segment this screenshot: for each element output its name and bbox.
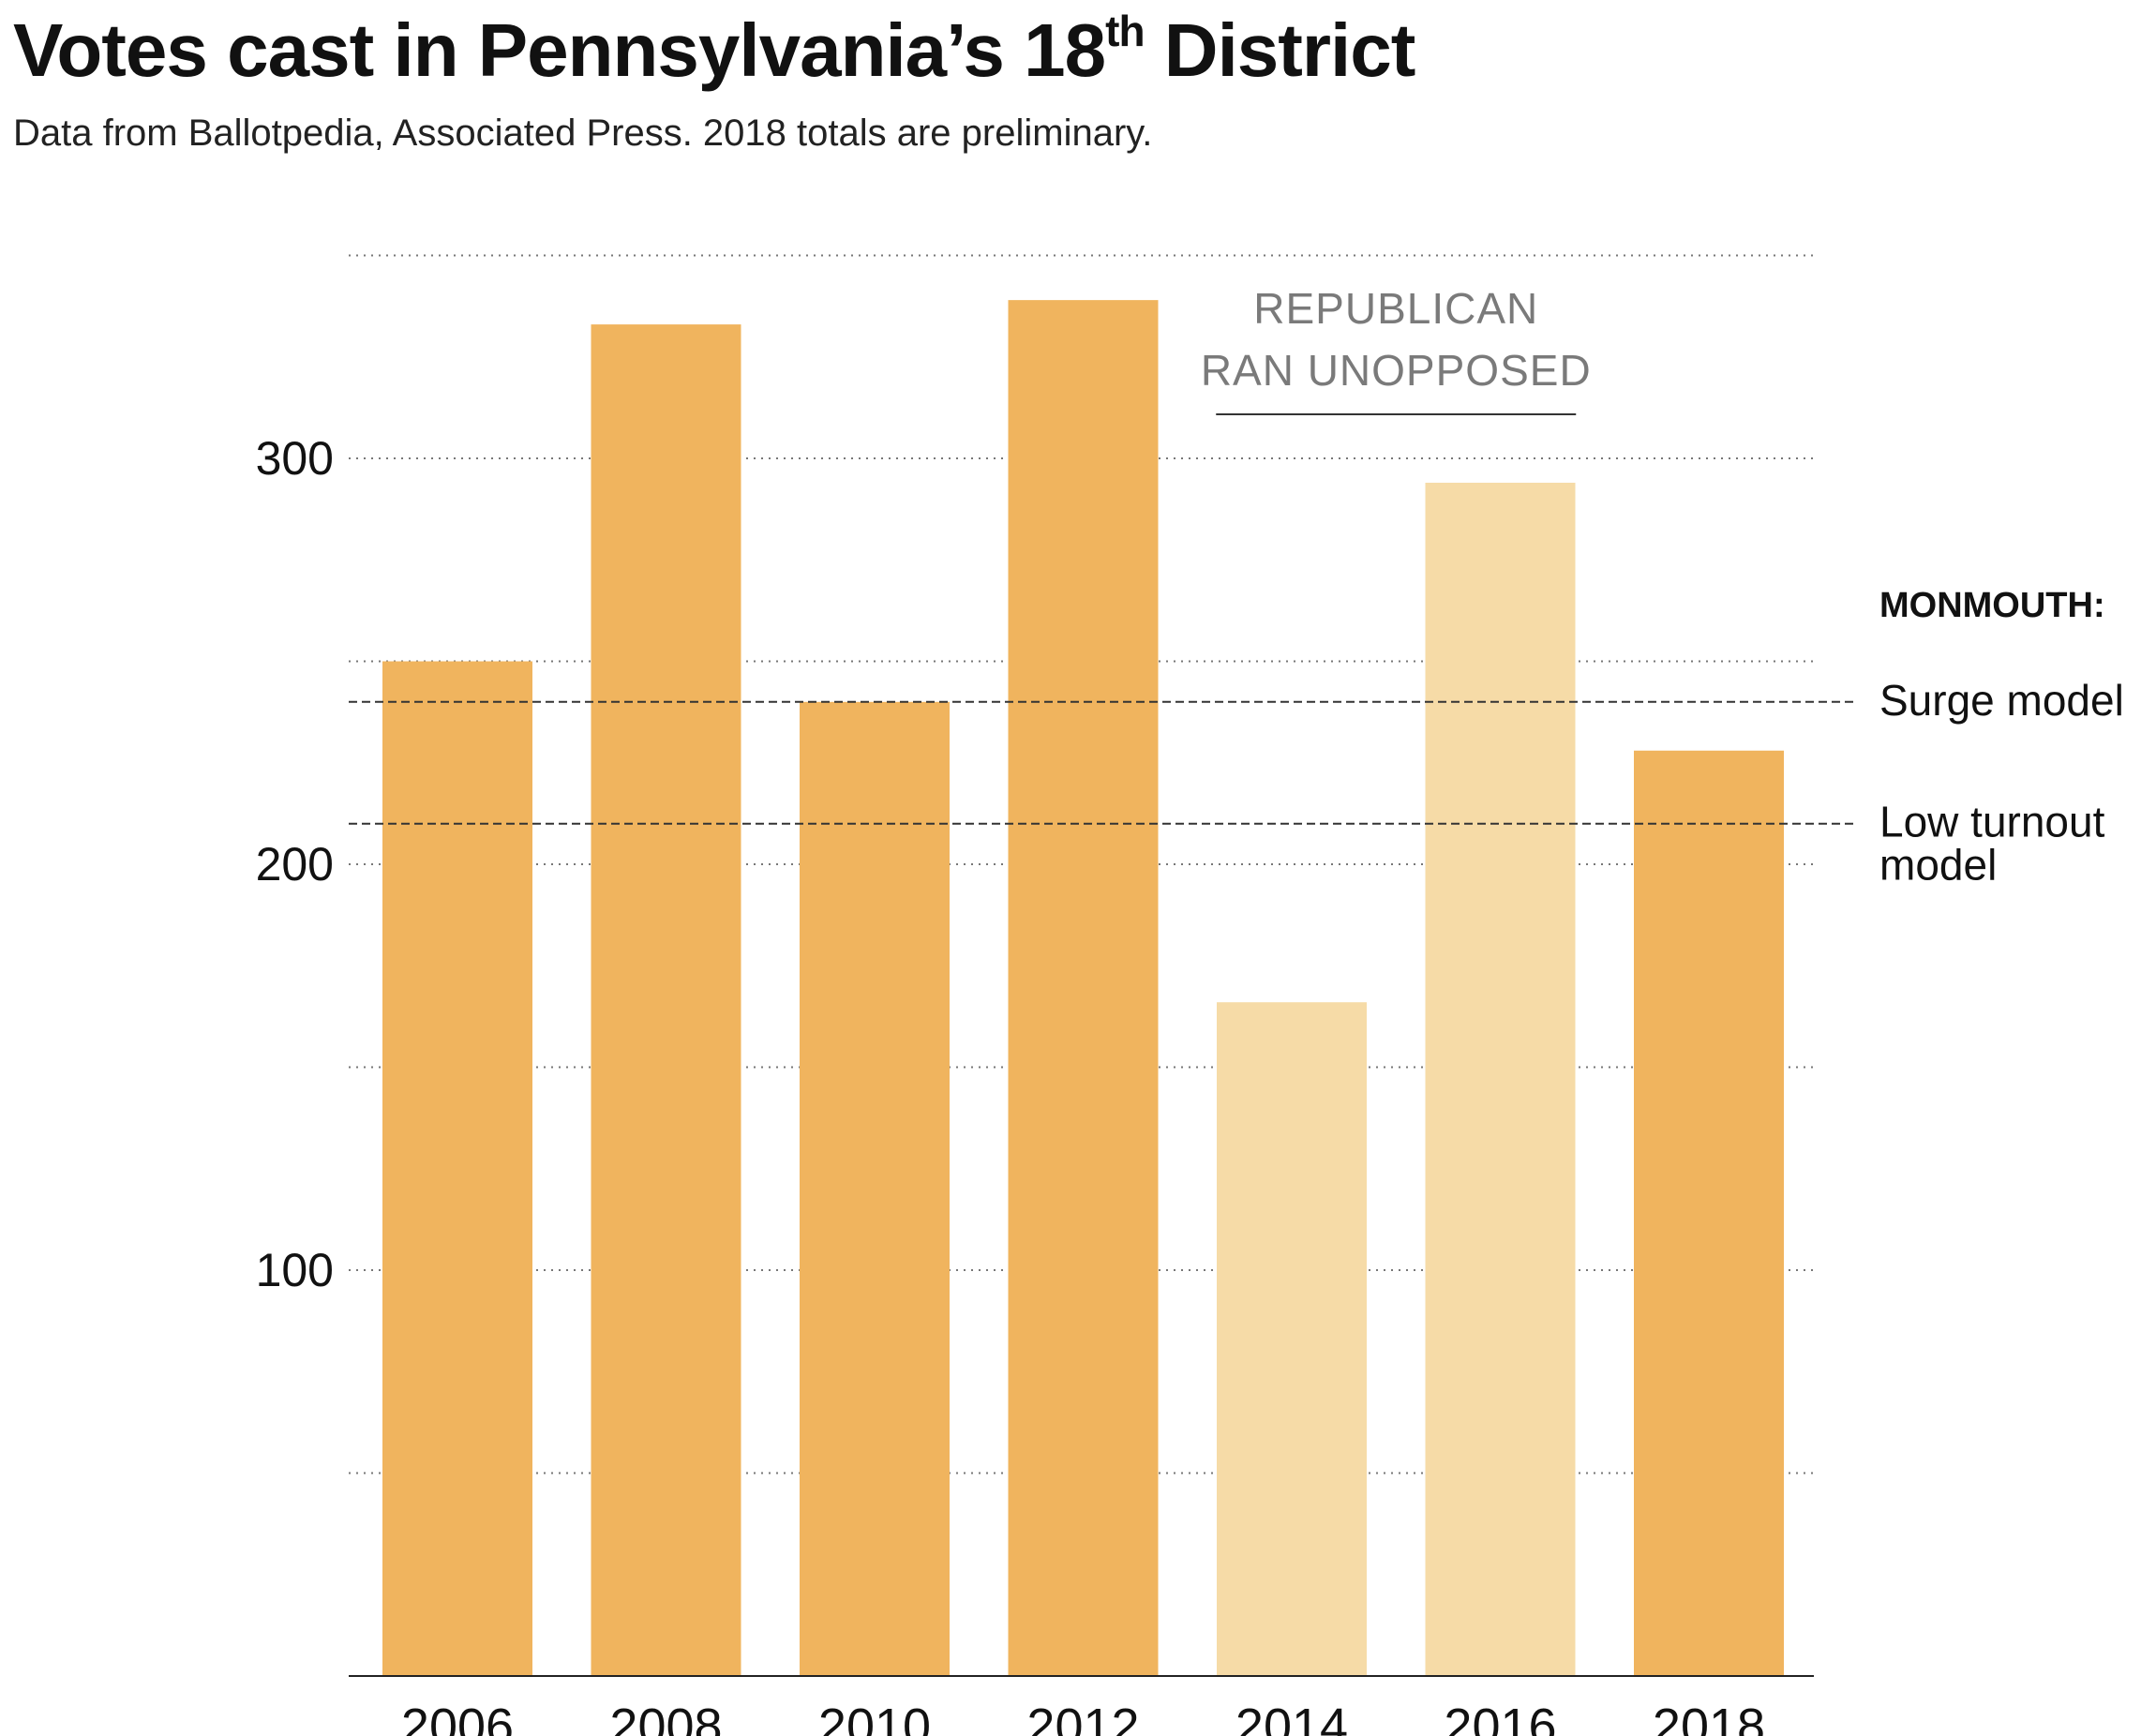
- annotation-line-0: REPUBLICAN: [1253, 284, 1538, 333]
- chart-title-main: Votes cast in Pennsylvania’s 18: [13, 8, 1106, 92]
- x-tick-label-2016: 2016: [1444, 1699, 1556, 1736]
- x-tick-label-2014: 2014: [1235, 1699, 1348, 1736]
- reference-label-1-line-1: model: [1879, 841, 1997, 890]
- y-tick-label-200: 200: [256, 838, 334, 890]
- x-tick-label-2012: 2012: [1026, 1699, 1139, 1736]
- x-tick-label-2010: 2010: [818, 1699, 931, 1736]
- chart-title-superscript: th: [1105, 7, 1145, 55]
- bar-2008: [591, 324, 741, 1676]
- x-tick-label-2008: 2008: [609, 1699, 722, 1736]
- bar-2010: [800, 701, 950, 1676]
- chart-subtitle: Data from Ballotpedia, Associated Press.…: [13, 112, 1153, 154]
- annotation-line-1: RAN UNOPPOSED: [1201, 346, 1592, 395]
- reference-label-1-line-0: Low turnout: [1879, 798, 2105, 846]
- x-tick-label-2006: 2006: [401, 1699, 514, 1736]
- bar-2012: [1008, 300, 1159, 1676]
- reference-label-0-line-0: Surge model: [1879, 676, 2124, 725]
- y-tick-label-300: 300: [256, 432, 334, 485]
- reference-heading: MONMOUTH:: [1879, 586, 2105, 625]
- y-tick-label-100: 100: [256, 1244, 334, 1296]
- bar-2014: [1217, 1002, 1367, 1676]
- chart-title-tail: District: [1144, 8, 1416, 92]
- bar-2016: [1425, 482, 1576, 1676]
- bar-2006: [382, 661, 532, 1676]
- bar-2018: [1634, 750, 1784, 1676]
- chart-title: Votes cast in Pennsylvania’s 18th Distri…: [13, 7, 1415, 94]
- x-tick-label-2018: 2018: [1653, 1699, 1765, 1736]
